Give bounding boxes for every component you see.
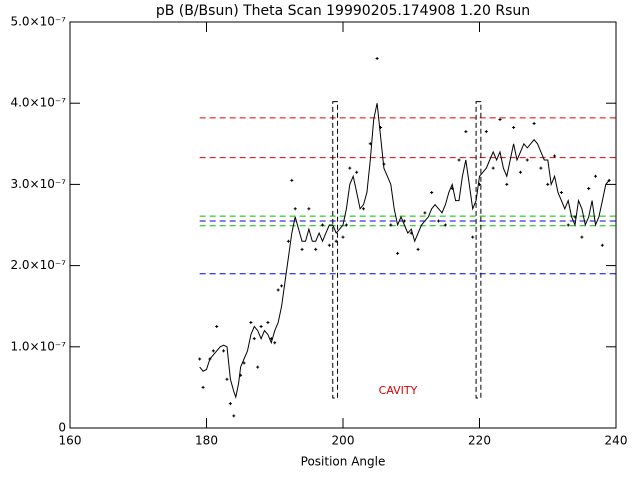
x-tick-label: 200: [332, 434, 355, 448]
data-point: [321, 223, 325, 227]
data-point: [443, 223, 447, 227]
data-point: [512, 126, 516, 130]
data-point: [280, 284, 284, 288]
data-point: [553, 154, 557, 158]
data-point: [198, 357, 202, 361]
data-point: [252, 337, 256, 341]
cavity-box: [475, 101, 482, 399]
data-point: [232, 414, 236, 418]
data-point: [222, 349, 226, 353]
data-point: [600, 243, 604, 247]
data-point: [225, 377, 229, 381]
data-point: [266, 320, 270, 324]
data-point: [334, 239, 338, 243]
data-point: [416, 247, 420, 251]
y-tick-label: 0: [58, 421, 66, 435]
data-point: [573, 215, 577, 219]
data-point: [491, 166, 495, 170]
y-tick-label: 2.0×10⁻⁷: [10, 258, 66, 272]
data-point: [559, 191, 563, 195]
data-point: [293, 207, 297, 211]
data-point: [594, 174, 598, 178]
data-point: [402, 219, 406, 223]
data-point: [396, 251, 400, 255]
data-point: [228, 402, 232, 406]
data-point: [450, 186, 454, 190]
data-point: [379, 126, 383, 130]
data-point: [259, 325, 263, 328]
data-point: [273, 341, 277, 345]
data-point: [276, 288, 280, 292]
data-point: [389, 223, 393, 227]
data-point: [355, 170, 359, 174]
data-point: [471, 235, 475, 239]
x-tick-label: 180: [195, 434, 218, 448]
data-point: [566, 223, 570, 227]
data-point: [478, 182, 481, 186]
data-point: [409, 231, 413, 235]
y-tick-label: 3.0×10⁻⁷: [10, 177, 66, 191]
data-point: [423, 211, 427, 215]
data-point: [211, 349, 215, 353]
data-point: [539, 166, 543, 170]
data-point: [215, 325, 219, 328]
data-point: [290, 178, 294, 182]
data-point: [256, 365, 260, 369]
data-point: [430, 191, 434, 195]
data-point: [505, 182, 509, 186]
data-point: [307, 207, 311, 211]
data-point: [457, 158, 461, 162]
cavity-box: [332, 101, 339, 399]
data-point: [464, 130, 468, 134]
data-point: [249, 320, 253, 324]
data-point: [314, 247, 318, 251]
data-point: [437, 219, 441, 223]
data-point: [368, 142, 372, 146]
data-point: [498, 117, 502, 121]
data-point: [348, 166, 352, 170]
data-point: [341, 235, 345, 239]
chart-title: pB (B/Bsun) Theta Scan 19990205.174908 1…: [156, 3, 530, 19]
annotation: CAVITY: [379, 384, 418, 397]
data-point: [286, 239, 290, 243]
data-point: [239, 373, 243, 377]
data-point: [580, 235, 584, 239]
x-axis-label: Position Angle: [301, 455, 386, 469]
data-point: [361, 207, 365, 211]
data-point: [607, 178, 611, 182]
data-point: [546, 182, 550, 186]
data-point: [382, 162, 386, 166]
smoothed-line: [199, 103, 610, 399]
y-tick-label: 5.0×10⁻⁷: [10, 15, 66, 29]
data-point: [375, 57, 379, 61]
data-point: [242, 361, 246, 365]
data-point: [300, 247, 304, 251]
x-tick-label: 160: [59, 434, 82, 448]
data-point: [518, 170, 522, 174]
data-point: [344, 223, 348, 227]
data-point: [201, 385, 205, 389]
data-point: [525, 158, 529, 162]
y-tick-label: 1.0×10⁻⁷: [10, 339, 66, 353]
data-point: [484, 130, 488, 134]
data-point: [208, 357, 212, 361]
data-point: [269, 337, 273, 341]
data-point: [532, 122, 536, 125]
x-tick-label: 220: [468, 434, 491, 448]
x-tick-label: 240: [605, 434, 628, 448]
data-point: [587, 186, 591, 190]
data-point: [327, 243, 331, 247]
y-tick-label: 4.0×10⁻⁷: [10, 96, 66, 110]
